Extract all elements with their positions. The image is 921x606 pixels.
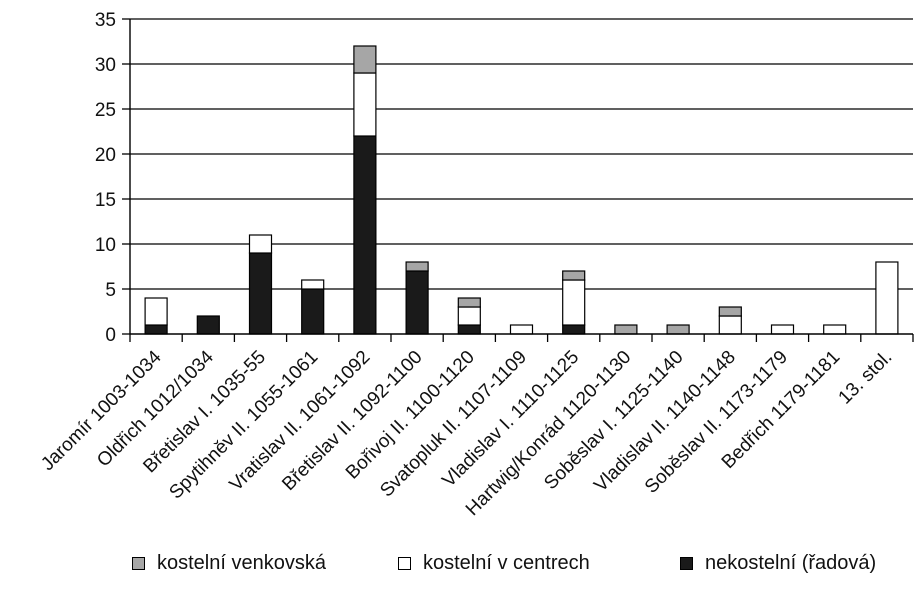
bar-segment xyxy=(457,324,481,335)
bar-segment xyxy=(353,45,377,74)
bar-segment xyxy=(353,135,377,335)
x-tick-label: 13. stol. xyxy=(835,347,897,409)
legend-label: kostelní venkovská xyxy=(157,552,326,574)
legend-item-nekostelni: nekostelní (řadová) xyxy=(680,552,876,575)
bar-segment xyxy=(144,297,168,326)
bar-segment xyxy=(301,279,325,290)
bar-segment xyxy=(353,72,377,137)
y-tick-label: 35 xyxy=(95,10,116,31)
legend-item-venkovska: kostelní venkovská xyxy=(132,552,326,575)
bar-segment xyxy=(405,261,429,272)
bar-segment xyxy=(405,270,429,335)
y-tick-label: 0 xyxy=(105,325,116,346)
bar-segment xyxy=(666,324,690,335)
legend: kostelní venkovská kostelní v centrech n… xyxy=(0,552,921,580)
legend-label: nekostelní (řadová) xyxy=(705,552,877,574)
y-tick-label: 20 xyxy=(95,145,116,166)
y-tick-label: 10 xyxy=(95,235,116,256)
bar-segment xyxy=(196,315,220,335)
bar-segment xyxy=(823,324,847,335)
bar-segment xyxy=(457,306,481,326)
y-tick-label: 25 xyxy=(95,100,116,121)
bar-segment xyxy=(301,288,325,335)
bar-segment xyxy=(457,297,481,308)
bar-segment xyxy=(875,261,899,335)
bar-segment xyxy=(718,315,742,335)
axes xyxy=(122,18,914,342)
bar-segment xyxy=(770,324,795,335)
legend-item-centrech: kostelní v centrech xyxy=(398,552,590,575)
bar-segment xyxy=(562,270,586,281)
legend-swatch xyxy=(132,557,145,570)
bar-segment xyxy=(614,324,638,335)
bars xyxy=(144,45,899,335)
bar-segment xyxy=(718,306,742,317)
bar-segment xyxy=(509,324,534,335)
y-tick-labels: 0 5 10 15 20 25 30 35 xyxy=(95,10,116,346)
legend-swatch xyxy=(680,557,693,570)
bar-segment xyxy=(562,324,586,335)
y-tick-label: 5 xyxy=(105,280,116,301)
bar-segment xyxy=(248,234,273,254)
bar-segment xyxy=(144,324,168,335)
y-tick-label: 30 xyxy=(95,55,116,76)
legend-swatch xyxy=(398,557,411,570)
gridlines xyxy=(130,18,913,290)
legend-label: kostelní v centrech xyxy=(423,552,590,574)
bar-segment xyxy=(562,279,586,326)
bar-segment xyxy=(248,252,273,335)
y-tick-label: 15 xyxy=(95,190,116,211)
